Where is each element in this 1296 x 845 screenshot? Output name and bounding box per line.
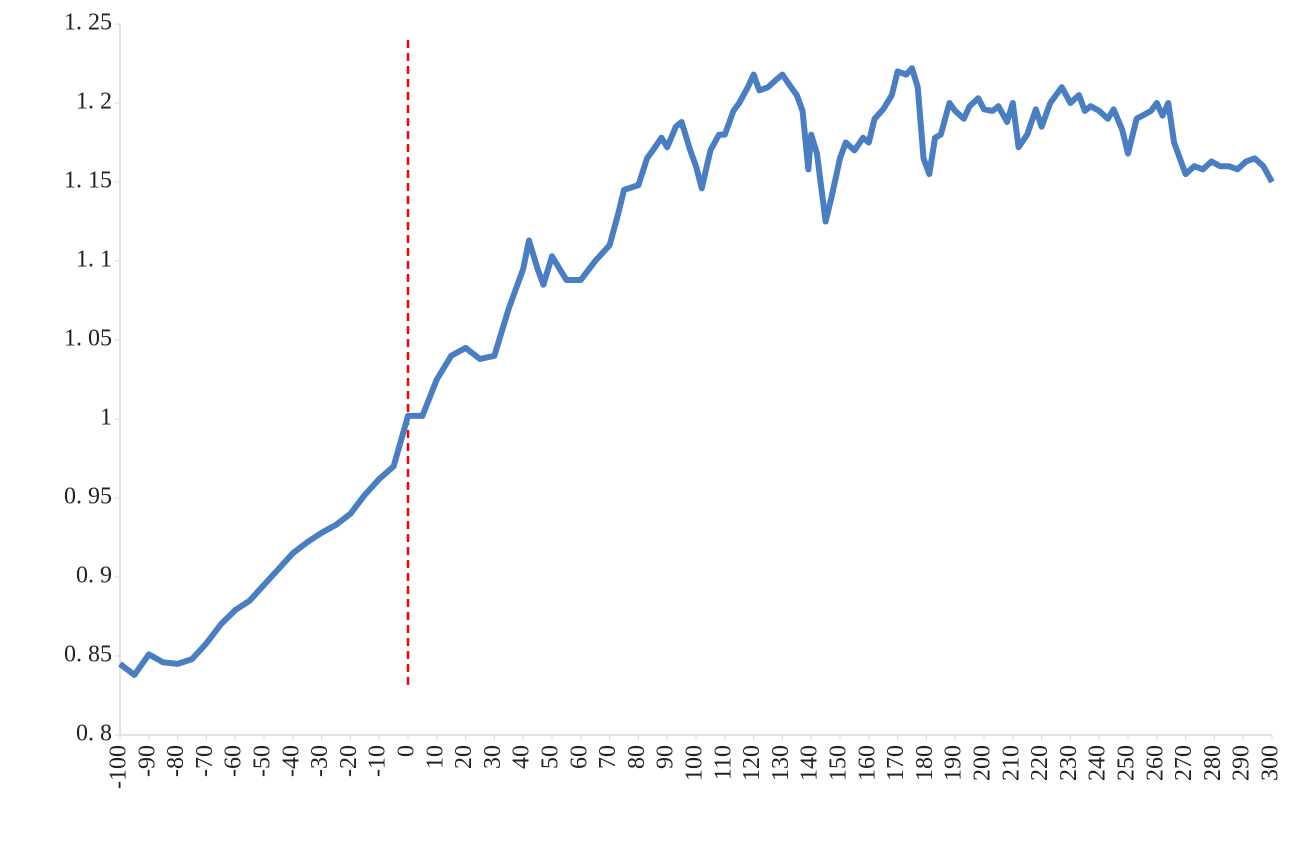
x-tick-label: -30 — [307, 745, 333, 777]
x-tick-label: 230 — [1056, 745, 1082, 781]
x-tick-label: 200 — [970, 745, 996, 781]
x-tick-label: 220 — [1027, 745, 1053, 781]
x-tick-label: -50 — [250, 745, 276, 777]
x-tick-label: 150 — [826, 745, 852, 781]
x-tick-label: 250 — [1114, 745, 1140, 781]
x-tick-label: 140 — [797, 745, 823, 781]
y-tick-label: 1. 1 — [76, 247, 112, 273]
x-tick-label: 270 — [1171, 745, 1197, 781]
x-tick-label: 280 — [1200, 745, 1226, 781]
y-tick-label: 1. 2 — [76, 89, 112, 115]
x-tick-label: 160 — [854, 745, 880, 781]
x-tick-label: 300 — [1258, 745, 1284, 781]
x-tick-label: 0 — [394, 745, 420, 757]
y-tick-label: 1. 25 — [64, 10, 112, 36]
x-tick-label: -60 — [221, 745, 247, 777]
x-tick-label: 80 — [624, 745, 650, 769]
x-tick-label: -100 — [106, 745, 132, 789]
x-tick-label: -80 — [163, 745, 189, 777]
line-series — [118, 65, 1275, 678]
x-tick-label: 210 — [998, 745, 1024, 781]
x-tick-label: 40 — [509, 745, 535, 769]
x-tick-label: 90 — [653, 745, 679, 769]
x-tick-label: 110 — [710, 745, 736, 780]
y-tick-label: 0. 8 — [76, 721, 112, 747]
x-tick-label: 170 — [883, 745, 909, 781]
y-tick-label: 0. 85 — [64, 642, 112, 668]
x-tick-label: 190 — [941, 745, 967, 781]
x-tick-label: 10 — [422, 745, 448, 769]
x-tick-label: 130 — [768, 745, 794, 781]
x-tick-label: 100 — [682, 745, 708, 781]
x-tick-label: 20 — [451, 745, 477, 769]
x-tick-label: 240 — [1085, 745, 1111, 781]
x-tick-label: 30 — [480, 745, 506, 769]
x-tick-label: 70 — [595, 745, 621, 769]
x-tick-label: 50 — [538, 745, 564, 769]
y-tick-label: 0. 95 — [64, 484, 112, 510]
x-tick-label: -40 — [278, 745, 304, 777]
x-tick-label: -20 — [336, 745, 362, 777]
x-tick-label: 60 — [566, 745, 592, 769]
x-tick-label: 260 — [1142, 745, 1168, 781]
x-tick-label: 120 — [739, 745, 765, 781]
x-tick-label: -90 — [134, 745, 160, 777]
y-tick-label: 1. 05 — [64, 326, 112, 352]
x-tick-label: 180 — [912, 745, 938, 781]
x-tick-label: -70 — [192, 745, 218, 777]
y-tick-label: 1. 15 — [64, 168, 112, 194]
x-tick-label: -10 — [365, 745, 391, 777]
y-tick-label: 1 — [100, 405, 112, 431]
x-tick-label: 290 — [1229, 745, 1255, 781]
y-tick-label: 0. 9 — [76, 563, 112, 589]
